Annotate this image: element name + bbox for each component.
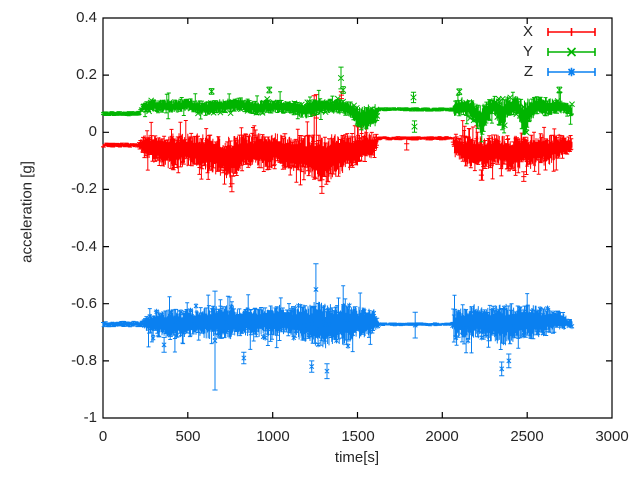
legend-sample-Y (547, 47, 596, 57)
x-tick-label: 1000 (256, 428, 290, 445)
y-tick-label: -0.2 (71, 180, 97, 197)
y-tick-label: -1 (83, 409, 97, 426)
x-tick-label: 0 (98, 428, 108, 445)
y-tick-label: -0.4 (71, 238, 97, 255)
x-axis-title: time[s] (334, 449, 380, 466)
legend-sample-X (547, 28, 596, 36)
legend-label-z: Z (523, 63, 533, 80)
y-tick-label: -0.8 (71, 352, 97, 369)
legend-sample-Z (547, 67, 596, 77)
y-tick-label: 0.2 (76, 66, 97, 83)
x-tick-label: 1500 (341, 428, 375, 445)
y-axis-title: acceleration [g] (18, 161, 36, 263)
x-tick-label: 500 (175, 428, 201, 445)
y-tick-label: 0.4 (76, 9, 97, 26)
legend-samples (547, 28, 596, 77)
x-tick-label: 3000 (595, 428, 629, 445)
axes (102, 17, 613, 419)
x-tick-label: 2000 (425, 428, 459, 445)
series-Y (101, 66, 575, 143)
legend-label-x: X (522, 23, 533, 40)
y-tick-label: 0 (88, 123, 97, 140)
series-Z (101, 263, 575, 391)
legend-label-y: Y (522, 43, 533, 60)
y-tick-label: -0.6 (71, 295, 97, 312)
x-tick-label: 2500 (510, 428, 544, 445)
